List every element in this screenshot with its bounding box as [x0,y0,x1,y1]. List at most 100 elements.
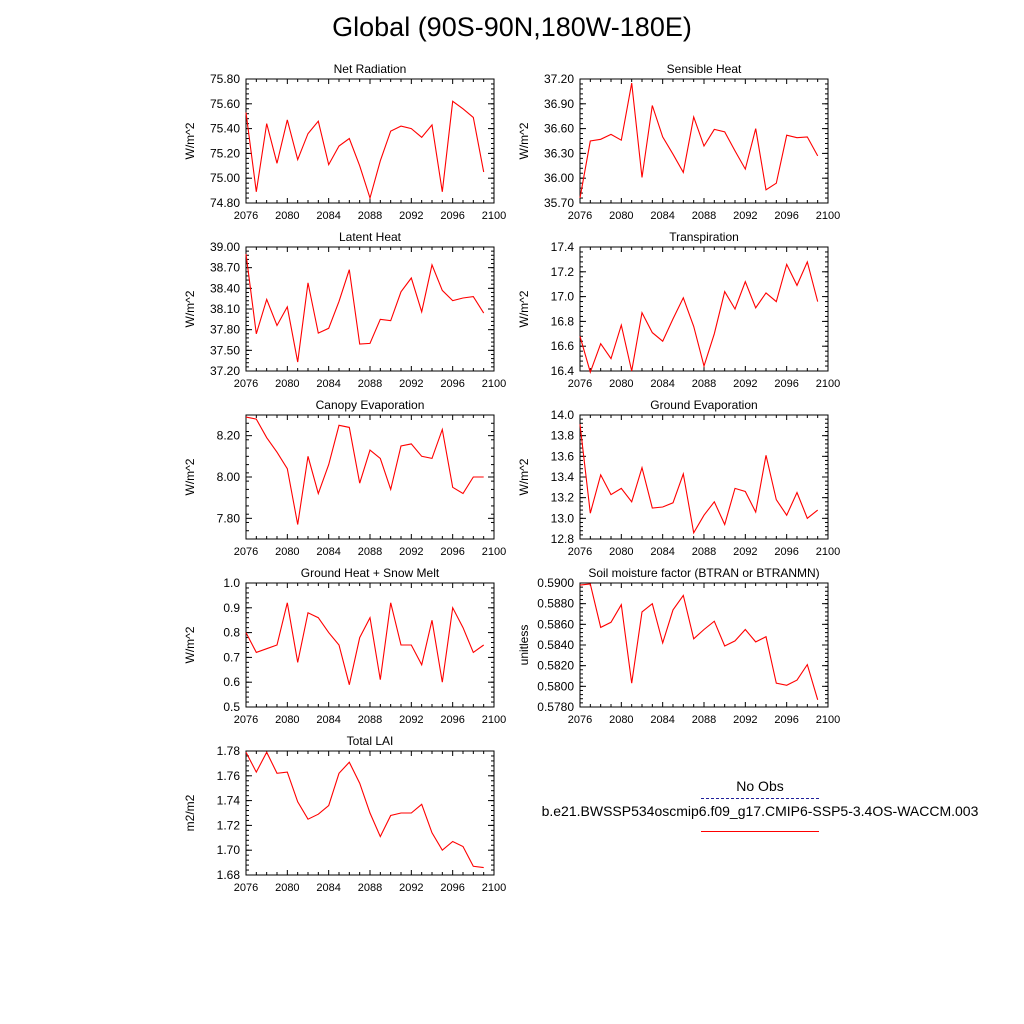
y-tick-label: 75.00 [210,171,240,185]
y-tick-label: 7.80 [217,511,241,525]
y-tick-label: 0.7 [223,650,240,664]
x-tick-label: 2092 [733,378,757,390]
chart-panel: 2076 2080 2084 2088 2092 2096 2100 0.5 0.6 0.7 0.8… [183,566,506,726]
x-tick-label: 2076 [234,378,258,390]
y-tick-label: 0.6 [223,675,240,689]
x-tick-label: 2092 [399,546,423,558]
chart-panel: 2076 2080 2084 2088 2092 2096 2100 12.8 13.0 13.2… [517,398,840,558]
legend-obs-label: No Obs [736,778,784,794]
y-tick-label: 0.5860 [537,617,574,631]
y-tick-label: 38.10 [210,302,240,316]
series-line [579,424,819,535]
panel-title: Transpiration [669,230,739,244]
y-axis-label: W/m^2 [517,458,531,495]
series-line [579,260,819,374]
series-line [245,100,485,200]
x-tick-label: 2096 [774,378,798,390]
panel-title: Ground Evaporation [650,398,757,412]
y-tick-label: 1.72 [217,818,241,832]
y-tick-label: 1.68 [217,868,241,882]
y-tick-label: 0.8 [223,626,240,640]
x-tick-label: 2084 [650,714,674,726]
x-tick-label: 2100 [482,378,506,390]
panel-title: Ground Heat + Snow Melt [301,566,440,580]
y-tick-label: 1.78 [217,744,241,758]
x-tick-label: 2080 [609,210,633,222]
y-tick-label: 36.30 [544,146,574,160]
y-tick-label: 1.76 [217,769,241,783]
x-tick-label: 2092 [399,210,423,222]
x-tick-label: 2076 [568,210,592,222]
y-tick-label: 38.40 [210,281,240,295]
y-axis-label: W/m^2 [517,122,531,159]
x-tick-label: 2100 [482,546,506,558]
y-tick-label: 75.80 [210,72,240,86]
y-tick-label: 13.4 [551,470,575,484]
x-tick-label: 2100 [482,210,506,222]
y-axis-label: unitless [517,625,531,666]
chart-panel: 2076 2080 2084 2088 2092 2096 2100 1.68 1.70 1.72… [183,734,506,894]
x-tick-label: 2096 [440,378,464,390]
legend-obs-dashed-line [701,798,819,799]
y-tick-label: 36.90 [544,97,574,111]
plot-frame [245,414,495,540]
x-tick-label: 2092 [733,210,757,222]
x-tick-label: 2096 [440,546,464,558]
x-tick-label: 2100 [482,714,506,726]
panel-title: Canopy Evaporation [316,398,425,412]
x-tick-label: 2080 [275,210,299,222]
panel-title: Sensible Heat [667,62,742,76]
y-tick-label: 35.70 [544,196,574,210]
y-tick-label: 1.0 [223,576,240,590]
y-axis-label: W/m^2 [517,290,531,327]
y-tick-label: 16.4 [551,364,575,378]
y-tick-label: 13.2 [551,491,575,505]
y-tick-label: 75.20 [210,146,240,160]
y-tick-label: 37.80 [210,323,240,337]
chart-panel: 2076 2080 2084 2088 2092 2096 2100 35.70 36.00 36… [517,62,840,222]
x-tick-label: 2080 [275,546,299,558]
y-tick-label: 37.50 [210,343,240,357]
x-tick-label: 2076 [234,882,258,894]
y-tick-label: 39.00 [210,240,240,254]
x-tick-label: 2092 [399,714,423,726]
y-tick-label: 13.6 [551,449,575,463]
y-tick-label: 0.5900 [537,576,574,590]
y-tick-label: 1.70 [217,843,241,857]
series-line [579,83,819,199]
x-tick-label: 2076 [568,378,592,390]
y-axis-label: W/m^2 [183,458,197,495]
series-line [245,416,484,525]
x-tick-label: 2080 [275,378,299,390]
y-tick-label: 8.00 [217,470,241,484]
y-axis-label: m2/m2 [183,794,197,831]
panel-title: Soil moisture factor (BTRAN or BTRANMN) [588,566,819,580]
series-line [245,750,484,869]
x-tick-label: 2096 [440,714,464,726]
x-tick-label: 2084 [316,378,340,390]
x-tick-label: 2088 [692,378,716,390]
legend: No Obs b.e21.BWSSP534oscmip6.f09_g17.CMI… [530,778,990,832]
y-tick-label: 0.5840 [537,638,574,652]
x-tick-label: 2088 [692,210,716,222]
y-tick-label: 0.5800 [537,679,574,693]
legend-model-solid-line [701,831,819,832]
chart-panel: 2076 2080 2084 2088 2092 2096 2100 16.4 16.6 16.8… [517,230,840,390]
chart-panel: 2076 2080 2084 2088 2092 2096 2100 7.80 8.00 8.20… [183,398,506,558]
y-tick-label: 0.5820 [537,659,574,673]
x-tick-label: 2084 [316,714,340,726]
x-tick-label: 2100 [816,546,840,558]
chart-panel: 2076 2080 2084 2088 2092 2096 2100 0.5780 0.5800… [517,566,840,726]
x-tick-label: 2084 [316,546,340,558]
x-tick-label: 2088 [692,714,716,726]
y-tick-label: 38.70 [210,261,240,275]
x-tick-label: 2096 [440,210,464,222]
x-tick-label: 2084 [650,546,674,558]
y-tick-label: 17.4 [551,240,575,254]
y-tick-label: 16.8 [551,314,575,328]
plot-frame [245,582,495,708]
chart-panel: 2076 2080 2084 2088 2092 2096 2100 74.80 75.00 75… [183,62,506,222]
plot-frame [579,582,829,708]
plot-frame [579,78,829,204]
